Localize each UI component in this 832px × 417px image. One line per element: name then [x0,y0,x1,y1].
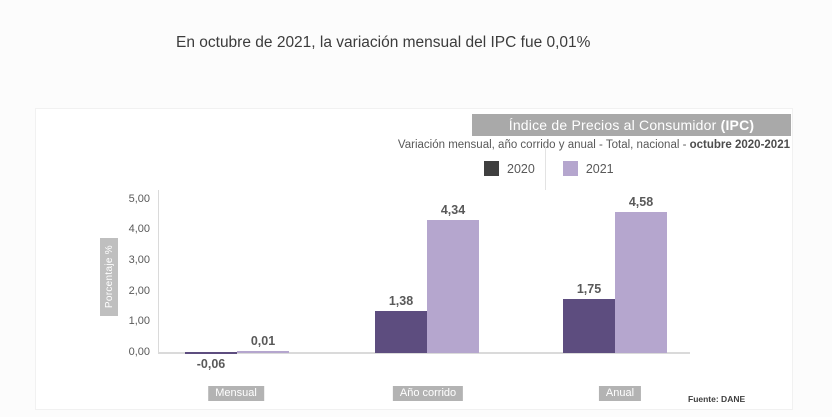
bar-2021-mensual[interactable] [237,351,289,353]
legend-label-2021: 2021 [585,161,614,176]
chart-subtitle: Variación mensual, año corrido y anual -… [0,139,790,151]
chart-title: Índice de Precios al Consumidor [508,117,717,133]
y-axis-label: Porcentaje % [100,238,118,316]
bar-2020-a-o-corrido[interactable] [375,310,427,353]
legend-swatch-2021 [562,161,578,176]
legend-item-2021[interactable]: 2021 [562,161,614,176]
chart-panel [35,108,793,410]
legend-label-2020: 2020 [507,161,535,176]
chart-title-bold: (IPC) [720,117,755,133]
bar-2021-a-o-corrido[interactable] [427,219,479,353]
legend-item-2020[interactable]: 2020 [484,161,535,176]
bar-2020-anual[interactable] [563,299,615,353]
chart-subtitle-period: octubre 2020-2021 [689,139,790,151]
legend-swatch-2020 [484,161,499,176]
y-axis-label-text: Porcentaje % [103,245,115,309]
page-title: En octubre de 2021, la variación mensual… [176,34,591,51]
bar-2021-anual[interactable] [615,212,667,353]
legend-divider [545,146,546,190]
source-note: Fuente: DANE [688,394,746,404]
chart-title-band: Índice de Precios al Consumidor (IPC) [472,114,791,136]
bar-2020-mensual[interactable] [185,352,237,354]
legend: 2020 2021 [484,161,614,176]
chart-subtitle-text: Variación mensual, año corrido y anual -… [397,139,690,151]
